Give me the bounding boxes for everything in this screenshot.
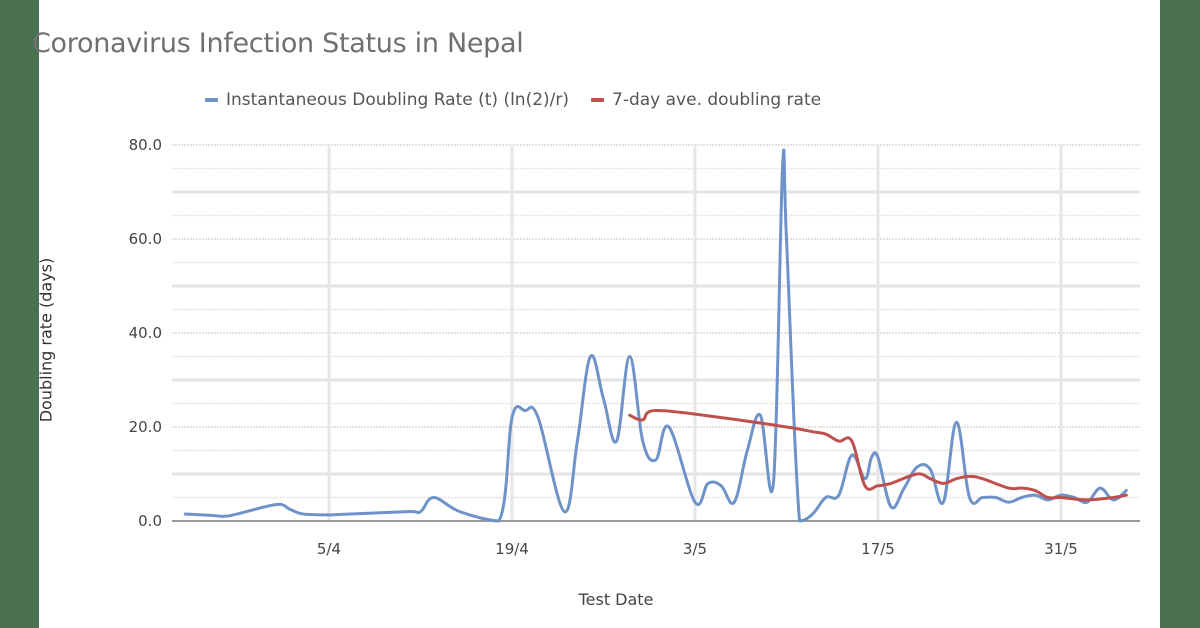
x-tick-label: 3/5 <box>683 540 707 558</box>
x-axis-ticks: 5/4 19/4 3/5 17/5 31/5 <box>317 540 1078 558</box>
y-tick-label: 80.0 <box>129 136 162 154</box>
legend-swatch-red-icon <box>591 98 605 102</box>
legend-swatch-blue-icon <box>205 98 218 102</box>
series-instantaneous-line <box>183 148 1128 523</box>
y-tick-label: 20.0 <box>129 418 162 436</box>
x-tick-label: 5/4 <box>317 540 341 558</box>
legend-item-instantaneous: Instantaneous Doubling Rate (t) (ln(2)/r… <box>205 90 569 110</box>
x-tick-label: 19/4 <box>495 540 529 558</box>
y-tick-label: 40.0 <box>129 324 162 342</box>
series-7day-line <box>628 409 1128 502</box>
x-axis-label: Test Date <box>578 590 654 609</box>
y-axis-ticks: 0.0 20.0 40.0 60.0 80.0 <box>129 136 162 530</box>
chart-title: Coronavirus Infection Status in Nepal <box>32 28 524 59</box>
legend-label-7day: 7-day ave. doubling rate <box>612 90 822 110</box>
x-tick-label: 31/5 <box>1044 540 1078 558</box>
chart-card <box>39 0 1160 628</box>
y-tick-label: 60.0 <box>129 230 162 248</box>
gridlines <box>172 144 1140 521</box>
legend-label-instantaneous: Instantaneous Doubling Rate (t) (ln(2)/r… <box>226 90 570 110</box>
legend-item-7day: 7-day ave. doubling rate <box>591 90 821 110</box>
x-tick-label: 17/5 <box>861 540 895 558</box>
y-tick-label: 0.0 <box>138 512 162 530</box>
chart-legend: Instantaneous Doubling Rate (t) (ln(2)/r… <box>205 90 843 110</box>
